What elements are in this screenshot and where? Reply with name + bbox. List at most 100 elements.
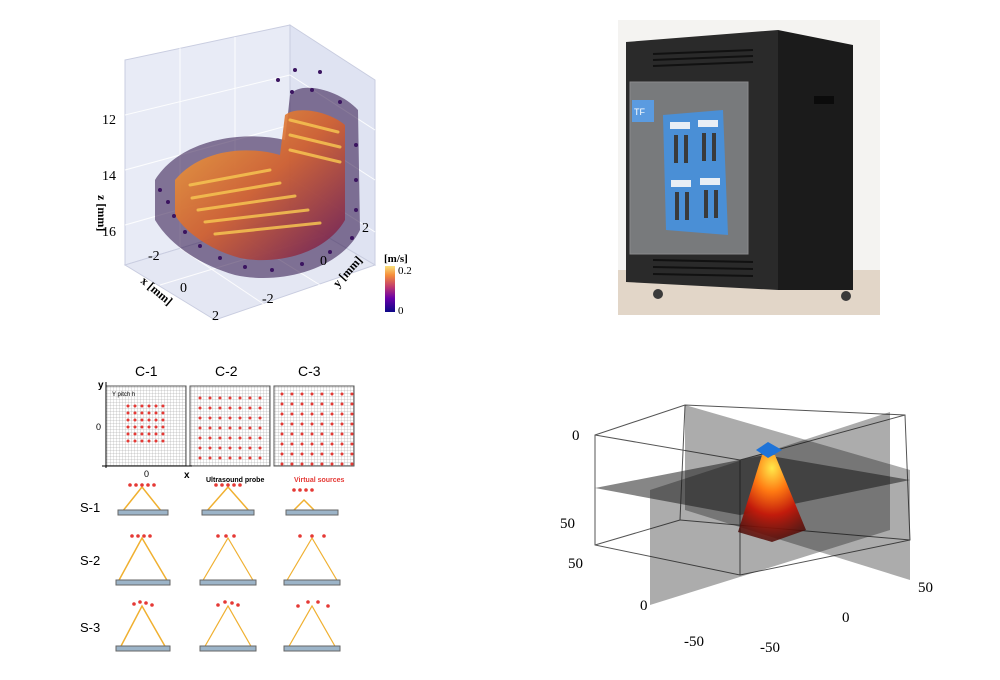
- virtual-source-dot: [133, 425, 137, 429]
- vent-bottom: [652, 259, 754, 277]
- virtual-source-dot: [198, 446, 202, 450]
- virtual-source-dot: [208, 456, 212, 460]
- virtual-source-dot: [228, 446, 232, 450]
- right-depth-tick-50: 50: [918, 580, 933, 596]
- virtual-source-dot: [154, 439, 158, 443]
- right-depth-tick-0: 0: [842, 610, 850, 626]
- column-header-c2: C-2: [215, 363, 238, 379]
- x-tick-2: 2: [212, 309, 219, 324]
- virtual-source-dot: [280, 412, 284, 416]
- virtual-source-dot: [140, 439, 144, 443]
- z-axis-label: z [mm]: [95, 195, 109, 231]
- probe-label: Ultrasound probe: [206, 477, 264, 484]
- virtual-source-dot: [320, 392, 324, 396]
- virtual-source-dot: [126, 404, 130, 408]
- virtual-source-dot: [340, 392, 344, 396]
- virtual-source-dot: [208, 406, 212, 410]
- virtual-source-dot: [248, 456, 252, 460]
- vertical-slice-a: [685, 405, 910, 580]
- virtual-source-dot: [320, 442, 324, 446]
- virtual-source-dot: [330, 402, 334, 406]
- grid-c3: [273, 385, 355, 467]
- grid-c1: [105, 385, 187, 467]
- colorbar-min: 0: [398, 305, 404, 317]
- caster-right: [841, 291, 851, 301]
- cabinet-side: [778, 30, 853, 290]
- virtual-source-dot: [126, 432, 130, 436]
- virtual-source-dot: [290, 412, 294, 416]
- virtual-source-dot: [228, 426, 232, 430]
- virtual-source-dot: [218, 456, 222, 460]
- virtual-source-dot: [126, 439, 130, 443]
- virtual-source-dot: [248, 436, 252, 440]
- virtual-source-dot: [258, 396, 262, 400]
- sources-c3: [280, 392, 354, 466]
- virtual-source-dot: [350, 432, 354, 436]
- virtual-source-dot: [330, 392, 334, 396]
- vertical-tick-0: 0: [572, 428, 580, 444]
- virtual-source-dot: [126, 411, 130, 415]
- virtual-source-dot: [290, 432, 294, 436]
- virtual-source-dot: [258, 456, 262, 460]
- virtual-source-dot: [310, 392, 314, 396]
- virtual-source-dot: [218, 406, 222, 410]
- virtual-source-dot: [330, 462, 334, 466]
- x-tick-neg2: -2: [148, 249, 160, 264]
- virtual-source-dot: [300, 402, 304, 406]
- virtual-source-dot: [218, 446, 222, 450]
- virtual-source-dot: [218, 396, 222, 400]
- virtual-source-dot: [330, 422, 334, 426]
- virtual-source-dot: [140, 404, 144, 408]
- virtual-source-dot: [228, 416, 232, 420]
- virtual-source-dot: [320, 452, 324, 456]
- virtual-source-dot: [140, 411, 144, 415]
- row-s2: [115, 534, 341, 586]
- virtual-source-dot: [161, 411, 165, 415]
- row-s3: [115, 600, 341, 652]
- virtual-source-dot: [140, 432, 144, 436]
- virtual-source-dot: [300, 442, 304, 446]
- left-depth-tick-neg50: -50: [684, 634, 704, 650]
- virtual-source-dot: [330, 452, 334, 456]
- virtual-source-dot: [147, 411, 151, 415]
- left-depth-tick-0: 0: [640, 598, 648, 614]
- virtual-source-dot: [218, 416, 222, 420]
- virtual-source-dot: [154, 411, 158, 415]
- virtual-source-dot: [248, 406, 252, 410]
- virtual-source-dot: [218, 436, 222, 440]
- virtual-source-dot: [198, 406, 202, 410]
- colorbar-unit: [m/s]: [384, 253, 408, 265]
- virtual-source-dot: [147, 432, 151, 436]
- virtual-source-dot: [258, 426, 262, 430]
- virtual-source-dot: [228, 406, 232, 410]
- virtual-source-dot: [330, 442, 334, 446]
- virtual-source-dot: [350, 392, 354, 396]
- virtual-source-dot: [228, 396, 232, 400]
- virtual-source-dot: [238, 416, 242, 420]
- virtual-source-dot: [208, 396, 212, 400]
- virtual-source-dot: [300, 452, 304, 456]
- virtual-source-dot: [320, 422, 324, 426]
- sources-label: Virtual sources: [294, 477, 345, 484]
- virtual-source-dot: [133, 432, 137, 436]
- virtual-source-dot: [340, 402, 344, 406]
- connector-board[interactable]: [663, 110, 728, 235]
- virtual-source-dot: [350, 422, 354, 426]
- virtual-source-dot: [350, 412, 354, 416]
- virtual-source-dot: [198, 416, 202, 420]
- virtual-source-dot: [330, 412, 334, 416]
- z-tick-12: 12: [102, 113, 116, 128]
- door-sticker-text: TF: [634, 107, 645, 117]
- virtual-source-dot: [280, 402, 284, 406]
- virtual-source-dot: [300, 392, 304, 396]
- door-sticker: [632, 100, 654, 122]
- virtual-source-dot: [198, 426, 202, 430]
- virtual-source-dot: [330, 432, 334, 436]
- virtual-source-dot: [140, 418, 144, 422]
- virtual-source-dot: [154, 418, 158, 422]
- virtual-source-dot: [300, 422, 304, 426]
- virtual-source-dot: [290, 442, 294, 446]
- virtual-source-dot: [248, 396, 252, 400]
- handle: [814, 96, 834, 104]
- virtual-source-dot: [350, 402, 354, 406]
